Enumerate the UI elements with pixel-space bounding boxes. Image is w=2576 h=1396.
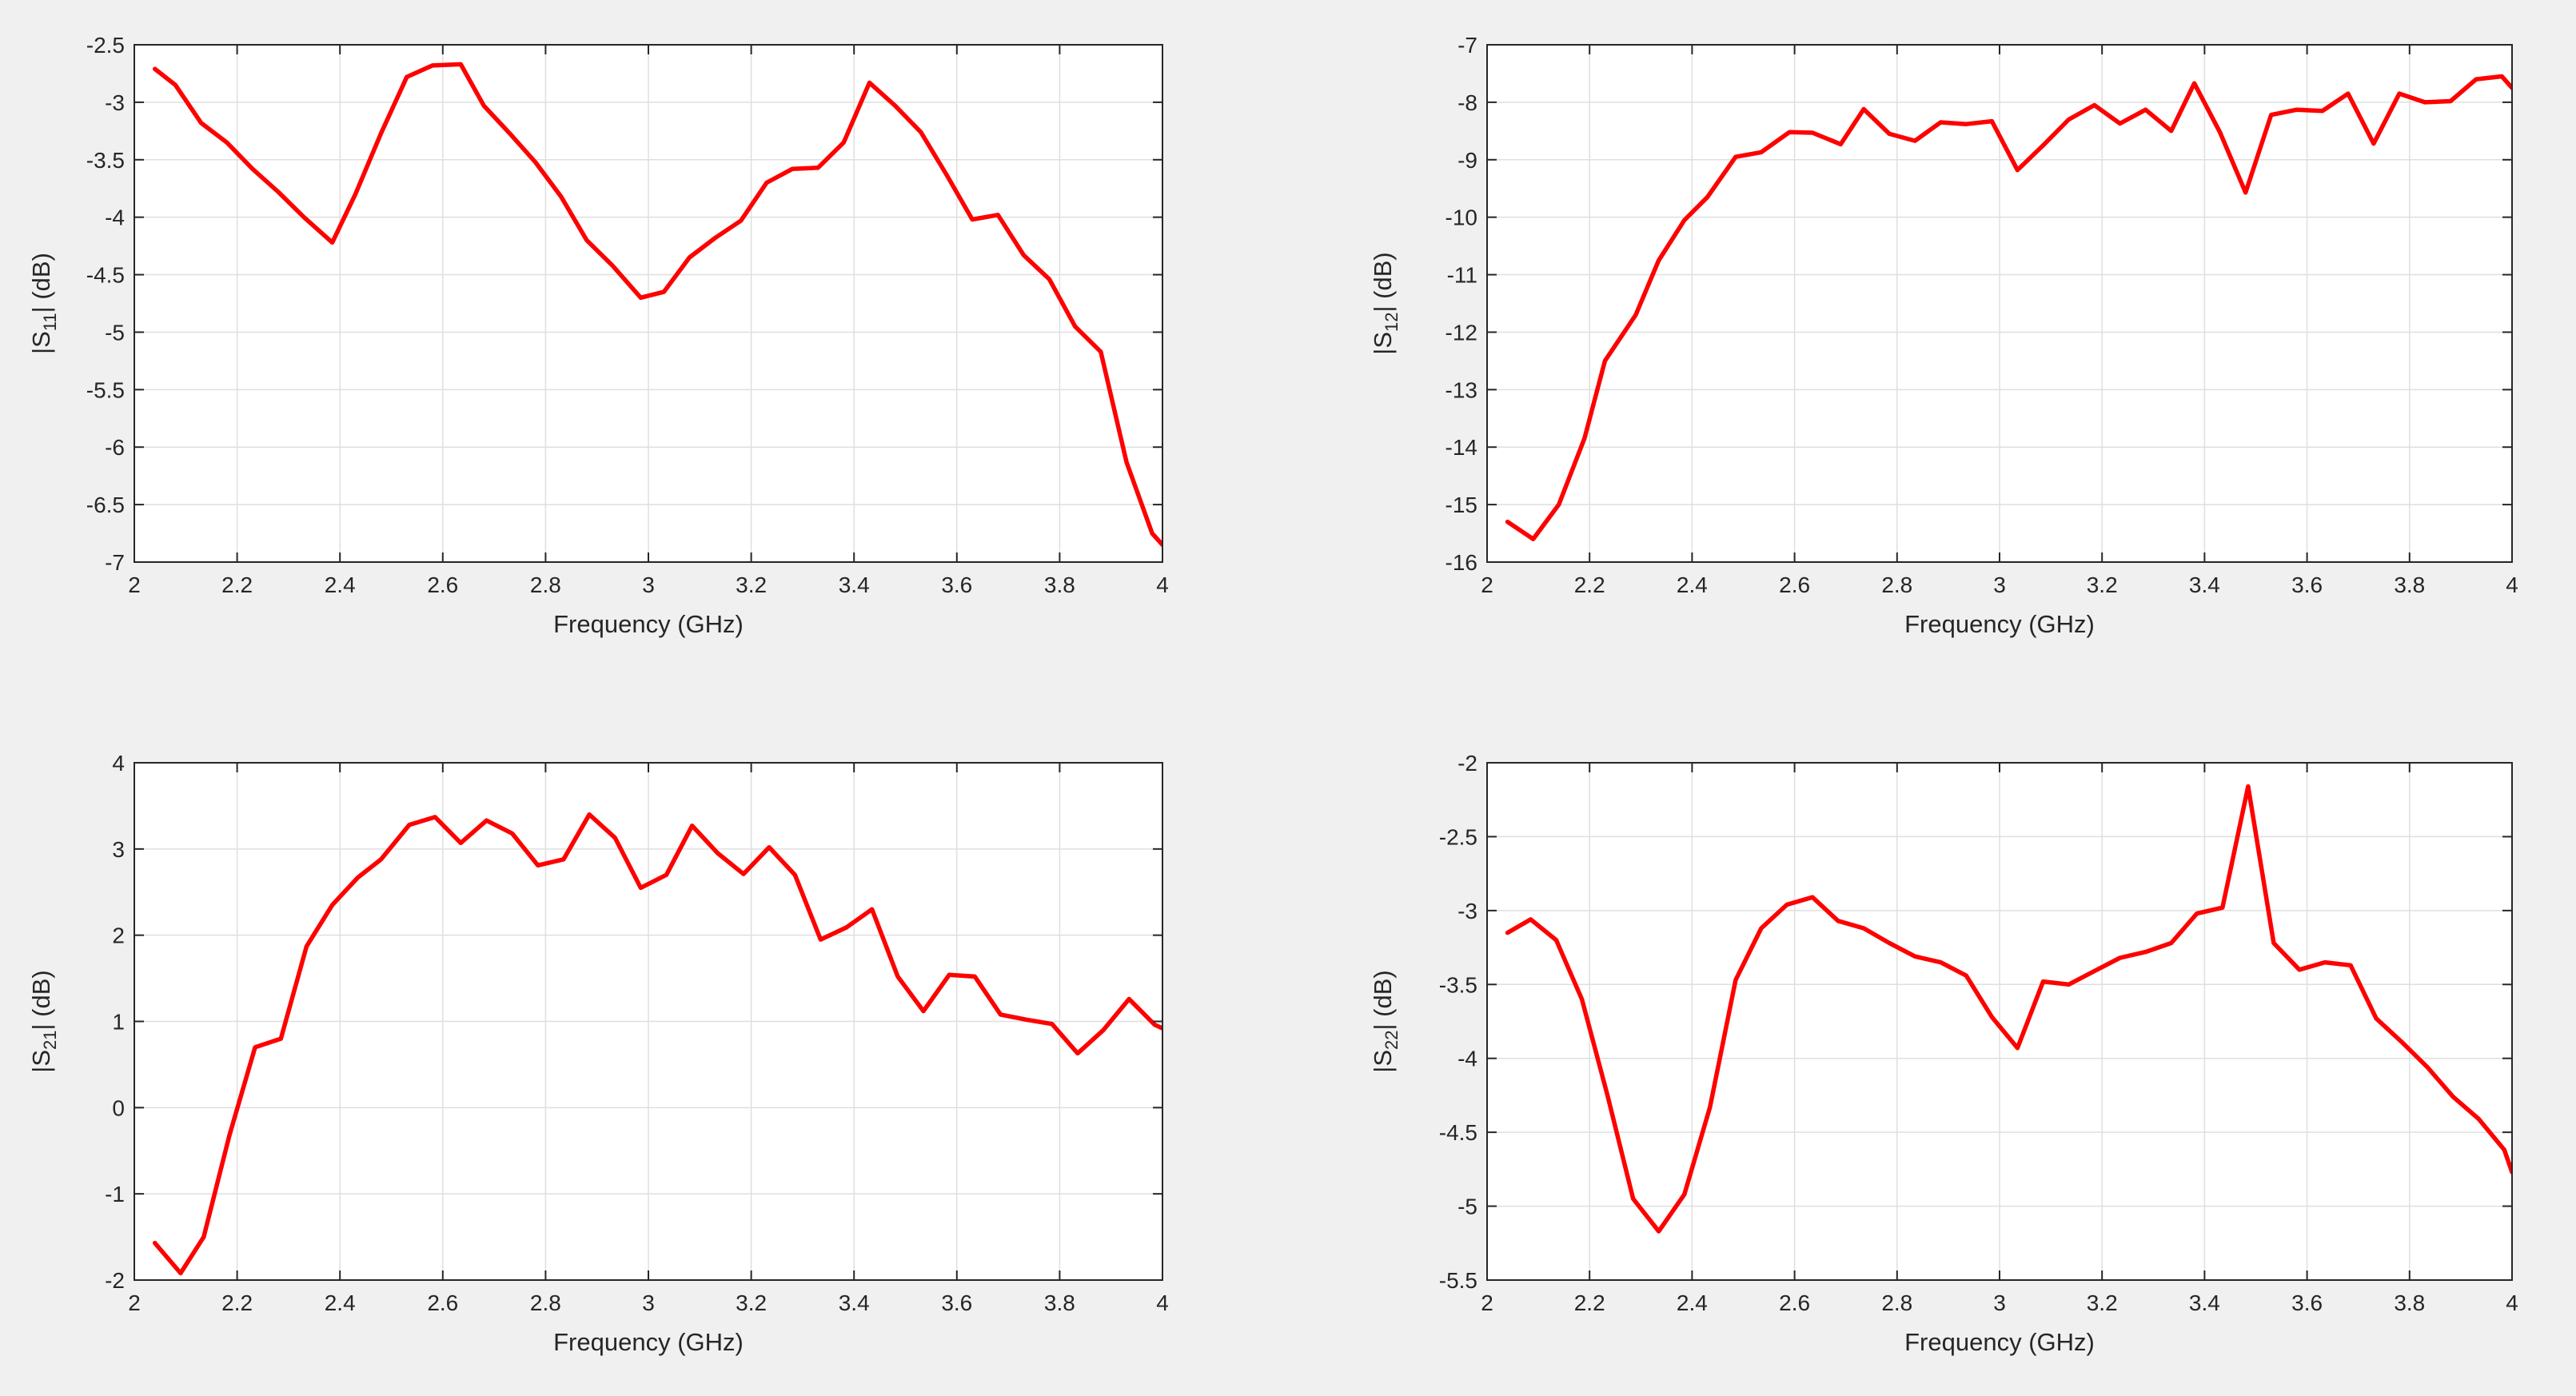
x-tick-label: 3 [1993, 572, 2006, 597]
x-tick-label: 3 [642, 572, 655, 597]
y-tick-label: -5 [1457, 1195, 1477, 1219]
y-tick-label: -2.5 [86, 33, 125, 58]
x-tick-label: 2.4 [1677, 1290, 1708, 1315]
y-tick-label: -5.5 [86, 377, 125, 402]
x-tick-label: 2.8 [1881, 1290, 1912, 1315]
x-tick-label: 3.4 [839, 1290, 870, 1315]
y-axis-label: |S12| (dB) [1369, 252, 1402, 354]
y-tick-label: -8 [1457, 90, 1477, 115]
x-tick-label: 3.6 [2291, 572, 2323, 597]
x-tick-label: 3.6 [941, 572, 972, 597]
y-tick-label: -5.5 [1439, 1268, 1477, 1293]
y-tick-label: -6 [105, 435, 125, 460]
y-tick-label: 1 [112, 1010, 125, 1035]
y-axis-label: |S21| (dB) [27, 970, 60, 1072]
x-tick-label: 2.6 [427, 1290, 458, 1315]
x-tick-label: 2.2 [1574, 572, 1605, 597]
y-tick-label: -4.5 [1439, 1120, 1477, 1145]
x-tick-label: 4 [2506, 1290, 2518, 1315]
x-tick-label: 2.6 [1779, 1290, 1810, 1315]
x-tick-label: 2.2 [1574, 1290, 1605, 1315]
x-tick-label: 2 [1481, 1290, 1493, 1315]
x-tick-label: 2.4 [1677, 572, 1708, 597]
y-tick-label: -4 [105, 205, 125, 230]
chart-s21: 2 2.2 2.4 2.6 2.8 3 3.2 3.4 3.6 3.8 4 -2 -1 0 1 2 3 4 Freq… [27, 751, 1169, 1356]
series-line [152, 62, 1162, 548]
chart-s11: 2 2.2 2.4 2.6 2.8 3 3.2 3.4 3.6 3.8 4 -7 -6.5 -6 -5.5 -… [27, 33, 1169, 638]
y-tick-label: -3 [105, 90, 125, 115]
y-tick-label: -7 [105, 550, 125, 575]
x-tick-label: 2.2 [221, 1290, 253, 1315]
x-tick-label: 3.6 [2291, 1290, 2323, 1315]
x-tick-label: 3.4 [839, 572, 870, 597]
y-tick-label: 2 [112, 923, 125, 948]
y-tick-label: -7 [1457, 33, 1477, 58]
x-axis-label: Frequency (GHz) [1904, 610, 2095, 638]
x-tick-label: 2.2 [221, 572, 253, 597]
x-tick-label: 3.8 [2394, 1290, 2425, 1315]
y-tick-label: -2.5 [1439, 824, 1477, 849]
y-axis-label: |S11| (dB) [27, 253, 60, 354]
x-axis-label: Frequency (GHz) [553, 1328, 744, 1356]
x-tick-label: 3.8 [1044, 572, 1075, 597]
x-tick-label: 3.6 [941, 1290, 972, 1315]
y-tick-label: 3 [112, 837, 125, 862]
x-tick-label: 2.6 [1779, 572, 1810, 597]
x-tick-label: 3.2 [2087, 1290, 2118, 1315]
x-tick-label: 3 [642, 1290, 655, 1315]
x-tick-label: 3.2 [2087, 572, 2118, 597]
x-tick-label: 2.6 [427, 572, 458, 597]
series-line [1505, 74, 2512, 541]
y-tick-label: -12 [1446, 320, 1477, 345]
y-tick-label: -16 [1446, 550, 1477, 575]
x-axis-label: Frequency (GHz) [1904, 1328, 2095, 1356]
x-tick-label: 2.8 [530, 572, 561, 597]
y-tick-label: -2 [105, 1268, 125, 1293]
x-axis-label: Frequency (GHz) [553, 610, 744, 638]
x-tick-label: 2.4 [325, 1290, 356, 1315]
x-tick-label: 2 [128, 1290, 141, 1315]
y-tick-label: -3.5 [1439, 972, 1477, 997]
x-tick-label: 4 [1156, 1290, 1169, 1315]
y-axis-label: |S22| (dB) [1369, 970, 1402, 1072]
y-tick-label: -13 [1446, 377, 1477, 402]
y-tick-label: -9 [1457, 148, 1477, 173]
series-line [152, 812, 1162, 1276]
y-tick-label: -11 [1447, 263, 1477, 288]
x-tick-label: 3.4 [2189, 1290, 2220, 1315]
x-tick-label: 3.4 [2189, 572, 2220, 597]
y-tick-label: -5 [105, 320, 125, 345]
y-tick-label: -4.5 [86, 263, 125, 288]
y-tick-label: -15 [1446, 493, 1477, 517]
y-tick-label: 4 [112, 751, 125, 776]
x-tick-label: 3.2 [736, 572, 767, 597]
x-tick-label: 4 [2506, 572, 2518, 597]
x-tick-label: 4 [1156, 572, 1169, 597]
x-tick-label: 2.8 [1881, 572, 1912, 597]
x-tick-label: 2.4 [325, 572, 356, 597]
y-tick-label: -14 [1446, 435, 1477, 460]
x-tick-label: 3.2 [736, 1290, 767, 1315]
x-tick-label: 2 [128, 572, 141, 597]
y-tick-label: -1 [105, 1182, 125, 1207]
y-tick-label: -4 [1457, 1047, 1477, 1071]
y-tick-label: -6.5 [86, 493, 125, 517]
chart-s22: 2 2.2 2.4 2.6 2.8 3 3.2 3.4 3.6 3.8 4 -5.5 -5 -4.5 -4 -… [1369, 751, 2518, 1356]
x-tick-label: 2.8 [530, 1290, 561, 1315]
x-tick-label: 3.8 [2394, 572, 2425, 597]
x-tick-label: 3.8 [1044, 1290, 1075, 1315]
series-line [1505, 784, 2512, 1234]
x-tick-label: 2 [1481, 572, 1493, 597]
chart-s12: 2 2.2 2.4 2.6 2.8 3 3.2 3.4 3.6 3.8 4 -16 -15 -14 -13 -… [1369, 33, 2518, 638]
y-tick-label: 0 [112, 1095, 125, 1120]
y-tick-label: -3.5 [86, 148, 125, 173]
y-tick-label: -2 [1457, 751, 1477, 776]
y-tick-label: -10 [1446, 205, 1477, 230]
x-tick-label: 3 [1993, 1290, 2006, 1315]
y-tick-label: -3 [1457, 899, 1477, 923]
